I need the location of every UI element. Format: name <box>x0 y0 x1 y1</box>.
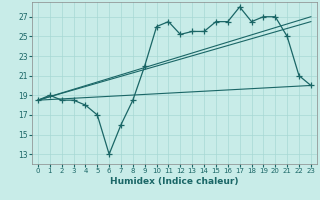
X-axis label: Humidex (Indice chaleur): Humidex (Indice chaleur) <box>110 177 239 186</box>
